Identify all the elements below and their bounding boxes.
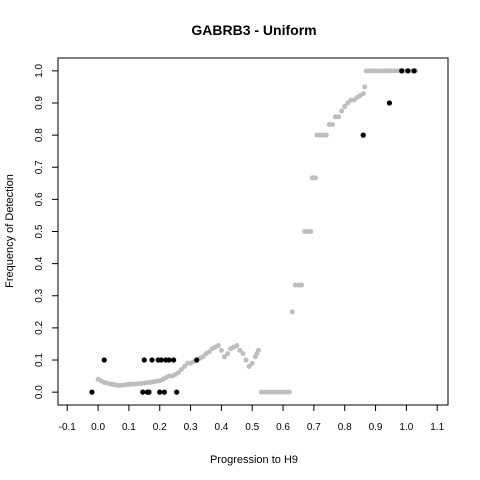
uniform-point [175, 370, 181, 376]
y-tick-label: 0.2 [34, 321, 45, 335]
uniform-point [221, 354, 227, 360]
x-axis-label: Progression to H9 [210, 454, 298, 466]
observed-point [174, 389, 180, 395]
x-tick-label: 0.5 [245, 422, 259, 433]
observed-points [89, 68, 417, 395]
x-tick-label: 0.6 [276, 422, 290, 433]
observed-point [157, 389, 163, 395]
y-tick-label: 0.3 [34, 288, 45, 302]
observed-point [386, 100, 393, 106]
observed-point [89, 389, 95, 395]
uniform-point [360, 91, 366, 97]
uniform-point [299, 282, 305, 288]
x-tick-label: 0.7 [307, 422, 321, 433]
y-tick-label: 0.1 [34, 353, 45, 367]
uniform-point [218, 347, 224, 353]
x-tick-label: 1.0 [399, 422, 413, 433]
x-tick-label: 0.3 [184, 422, 198, 433]
uniform-point [200, 354, 206, 360]
observed-point [158, 357, 164, 363]
x-tick-label: 0.2 [153, 422, 167, 433]
x-tick-label: -0.1 [59, 422, 77, 433]
observed-point [405, 68, 411, 74]
observed-point [171, 357, 177, 363]
x-tick-label: 0.8 [338, 422, 352, 433]
plot-frame [57, 57, 449, 406]
uniform-point [312, 175, 318, 181]
x-axis: -0.1 0.0 0.1 0.2 0.3 0.4 0.5 0.6 0.7 0.8 0.9 1.0 1.1 [59, 405, 445, 433]
observed-point [101, 357, 107, 363]
uniform-point [342, 104, 348, 110]
uniform-point [225, 351, 231, 357]
uniform-point [289, 309, 295, 315]
uniform-point [255, 347, 261, 353]
uniform-point [362, 84, 368, 90]
observed-point [146, 389, 152, 395]
x-tick-label: 0.0 [91, 422, 105, 433]
observed-point [141, 357, 147, 363]
uniform-point [234, 343, 240, 349]
uniform-point [243, 357, 249, 363]
observed-point [411, 68, 417, 74]
y-tick-label: 0.6 [34, 192, 45, 206]
uniform-point [339, 108, 345, 114]
observed-point [140, 389, 146, 395]
y-tick-label: 0.9 [34, 96, 45, 110]
observed-point [399, 68, 405, 74]
observed-point [161, 389, 167, 395]
y-axis-label: Frequency of Detection [4, 174, 16, 288]
uniform-point [215, 343, 221, 349]
uniform-point [323, 132, 329, 138]
y-tick-label: 1.0 [34, 63, 45, 77]
uniform-point [336, 114, 342, 120]
uniform-point [286, 389, 292, 395]
observed-point [166, 357, 172, 363]
y-tick-label: 0.4 [34, 256, 45, 270]
uniform-points [95, 68, 419, 395]
uniform-point [249, 360, 255, 366]
y-tick-label: 0.0 [34, 385, 45, 399]
x-tick-label: 0.4 [214, 422, 228, 433]
uniform-point [206, 349, 212, 355]
y-tick-label: 0.8 [34, 128, 45, 142]
chart-title: GABRB3 - Uniform [191, 22, 316, 38]
y-tick-label: 0.7 [34, 160, 45, 174]
x-tick-label: 0.1 [122, 422, 136, 433]
uniform-point [237, 347, 243, 353]
y-axis: 0.0 0.1 0.2 0.3 0.4 0.5 0.6 0.7 0.8 0.9 1.0 [34, 63, 58, 399]
uniform-point [329, 122, 335, 128]
uniform-point [178, 367, 184, 373]
uniform-point [308, 229, 314, 234]
x-tick-label: 1.1 [430, 422, 444, 433]
observed-point [149, 357, 155, 363]
observed-point [194, 357, 200, 363]
observed-point [360, 132, 366, 138]
uniform-point [240, 351, 246, 357]
x-tick-label: 0.9 [369, 422, 383, 433]
y-tick-label: 0.5 [34, 224, 45, 238]
uniform-point [246, 363, 252, 369]
uniform-point [181, 363, 187, 369]
